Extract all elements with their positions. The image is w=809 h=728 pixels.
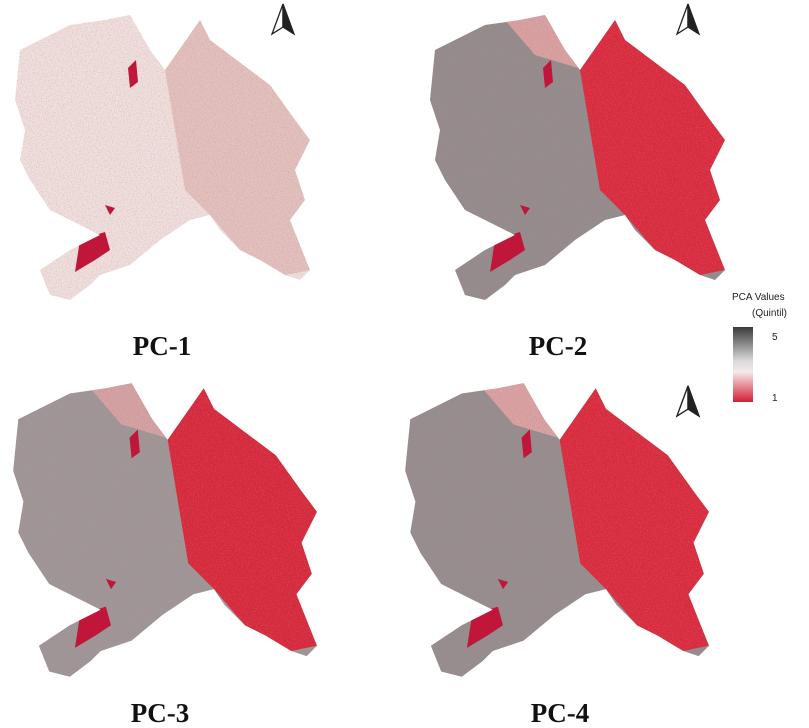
map-texture bbox=[15, 15, 310, 300]
map-texture bbox=[405, 383, 709, 677]
legend: PCA Values (Quintil) 5 1 bbox=[732, 292, 787, 404]
map-pc3 bbox=[13, 383, 317, 677]
panel-label: PC-1 bbox=[133, 331, 191, 361]
map-pc1 bbox=[15, 15, 310, 300]
legend-subtitle: (Quintil) bbox=[752, 308, 787, 319]
legend-title: PCA Values bbox=[732, 292, 785, 303]
map-texture bbox=[430, 15, 725, 300]
north-arrow bbox=[676, 385, 700, 417]
map-texture bbox=[13, 383, 317, 677]
panel-label: PC-4 bbox=[531, 698, 589, 728]
north-arrow bbox=[676, 3, 700, 35]
legend-min-label: 1 bbox=[772, 393, 778, 404]
north-arrow bbox=[271, 3, 295, 35]
panel-label: PC-2 bbox=[529, 331, 587, 361]
legend-max-label: 5 bbox=[772, 332, 778, 343]
legend-colorbar bbox=[733, 327, 753, 402]
panel-label: PC-3 bbox=[131, 698, 189, 728]
map-pc2 bbox=[430, 15, 725, 300]
map-pc4 bbox=[405, 383, 709, 677]
